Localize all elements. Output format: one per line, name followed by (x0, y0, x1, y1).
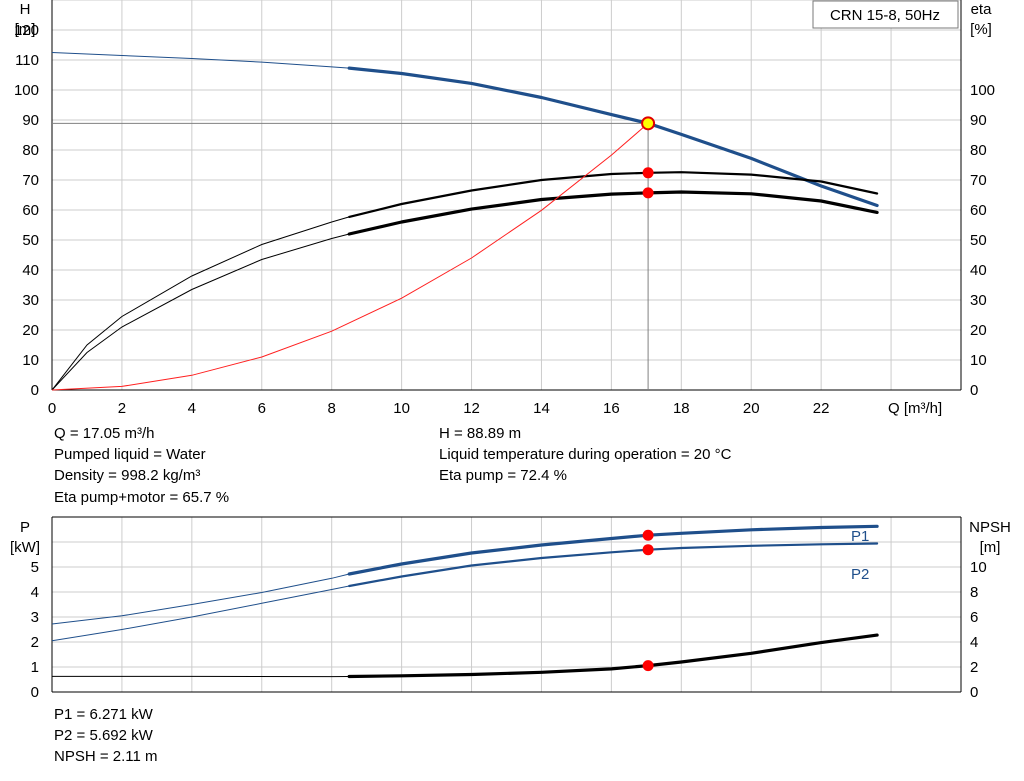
series-eta_pump-extrapolated (51, 216, 350, 391)
y-tick-label-right: 10 (970, 559, 987, 576)
y-tick-label-left: 3 (31, 609, 39, 626)
marker-npsh (642, 660, 654, 672)
x-tick-label: 16 (603, 400, 620, 417)
y-tick-label-right: 20 (970, 322, 987, 339)
y-tick-label-right: 4 (970, 634, 978, 651)
series-p1-extrapolated (51, 573, 350, 625)
y-tick-label-left: 1 (31, 659, 39, 676)
y-tick-label-right: 60 (970, 202, 987, 219)
result-density: Density = 998.2 kg/m³ (54, 467, 201, 484)
y-tick-label-left: 4 (31, 584, 39, 601)
y-tick-label-right: 50 (970, 232, 987, 249)
y-tick-label-left: 5 (31, 559, 39, 576)
y-tick-label-left: 80 (22, 142, 39, 159)
series-p1 (347, 524, 879, 576)
y-tick-label-left: 60 (22, 202, 39, 219)
series-npsh (347, 633, 879, 679)
x-tick-label: 22 (813, 400, 830, 417)
y-axis-name-left: P (20, 519, 30, 536)
result-p2: P2 = 5.692 kW (54, 727, 153, 744)
y-tick-label-right: 0 (970, 382, 978, 399)
result-eta-pump: Eta pump = 72.4 % (439, 467, 567, 484)
y-tick-label-right: 100 (970, 82, 995, 99)
y-axis-name-right: eta (971, 1, 993, 18)
marker-p1 (642, 529, 654, 541)
marker-p2 (642, 544, 654, 556)
y-tick-label-left: 40 (22, 262, 39, 279)
y-tick-label-left: 0 (31, 382, 39, 399)
y-tick-label-left: 10 (22, 352, 39, 369)
x-tick-label: 6 (258, 400, 266, 417)
y-tick-label-right: 90 (970, 112, 987, 129)
series-p2-extrapolated (51, 585, 350, 642)
series-eta_pump (348, 171, 879, 218)
y-tick-label-right: 10 (970, 352, 987, 369)
y-tick-label-right: 30 (970, 292, 987, 309)
title-box (812, 0, 959, 29)
y-tick-label-right: 6 (970, 609, 978, 626)
series-head (347, 66, 879, 208)
result-q: Q = 17.05 m³/h (54, 425, 155, 442)
chart-title: CRN 15-8, 50Hz (830, 7, 940, 24)
x-tick-label: 4 (188, 400, 196, 417)
series-eta_total-extrapolated (51, 233, 350, 391)
x-tick-label: 14 (533, 400, 550, 417)
y-tick-label-left: 120 (14, 22, 39, 39)
y-tick-label-left: 0 (31, 684, 39, 701)
y-tick-label-right: 8 (970, 584, 978, 601)
y-tick-label-right: 2 (970, 659, 978, 676)
x-axis-label: Q [m³/h] (888, 400, 942, 417)
y-tick-label-left: 2 (31, 634, 39, 651)
series-eta_total (347, 190, 879, 236)
x-tick-label: 0 (48, 400, 56, 417)
y-axis-name-right: NPSH (969, 519, 1011, 536)
series-label-p1: P1 (851, 528, 869, 545)
y-tick-label-right: 0 (970, 684, 978, 701)
y-axis-unit-right: [m] (980, 539, 1001, 556)
y-tick-label-right: 40 (970, 262, 987, 279)
marker-duty-point (641, 116, 656, 131)
y-tick-label-left: 90 (22, 112, 39, 129)
x-tick-label: 12 (463, 400, 480, 417)
y-tick-label-left: 20 (22, 322, 39, 339)
y-tick-label-left: 50 (22, 232, 39, 249)
performance-chart: 0 2 4 6 8 10 12 14 16 18 20 22 Q [m³/h] 0 10 20 30 40 50 60… (14, 0, 995, 417)
result-p1: P1 = 6.271 kW (54, 706, 153, 723)
y-axis-unit-left: [m] (15, 21, 36, 38)
series-p2 (348, 542, 879, 588)
y-tick-label-left: 70 (22, 172, 39, 189)
series-head-extrapolated (51, 52, 350, 69)
marker-eta-total (642, 187, 654, 199)
y-axis-unit-left: [kW] (10, 539, 40, 556)
x-tick-label: 20 (743, 400, 760, 417)
x-tick-label: 8 (328, 400, 336, 417)
x-tick-label: 2 (118, 400, 126, 417)
result-npsh: NPSH = 2.11 m (54, 748, 158, 765)
y-tick-label-left: 110 (15, 52, 39, 69)
y-axis-name-left: H (20, 1, 31, 18)
x-tick-label: 18 (673, 400, 690, 417)
result-head: H = 88.89 m (439, 425, 522, 442)
series-label-p2: P2 (851, 566, 869, 583)
result-liquid: Pumped liquid = Water (54, 446, 206, 463)
marker-eta-pump (642, 167, 654, 179)
y-axis-unit-right: [%] (970, 21, 992, 38)
y-tick-label-right: 80 (970, 142, 987, 159)
result-eta-total: Eta pump+motor = 65.7 % (54, 489, 230, 506)
y-tick-label-left: 30 (22, 292, 39, 309)
series-system-curve (51, 122, 649, 391)
result-temperature: Liquid temperature during operation = 20… (439, 446, 732, 463)
y-tick-label-left: 100 (14, 82, 39, 99)
y-tick-label-right: 70 (970, 172, 987, 189)
x-tick-label: 10 (393, 400, 410, 417)
